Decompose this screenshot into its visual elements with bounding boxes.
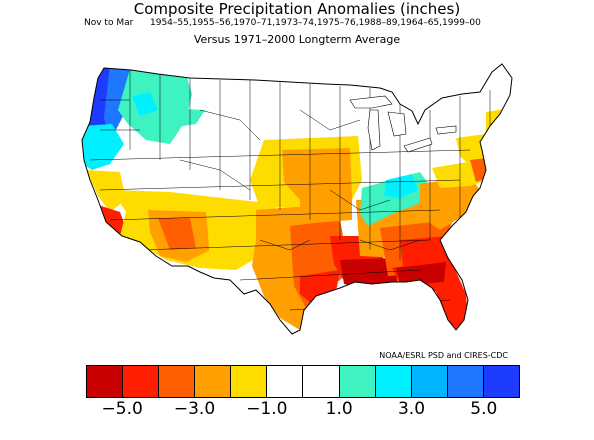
legend-color-cell <box>159 366 196 397</box>
legend-tick-label: −3.0 <box>173 399 216 419</box>
great-lake-erie <box>403 137 433 153</box>
great-lake-michigan <box>367 109 381 151</box>
region-carolinas <box>420 176 484 230</box>
legend-color-cell <box>231 366 268 397</box>
color-legend-bar <box>86 365 520 398</box>
legend-color-cell <box>447 366 484 397</box>
region-oregon-west <box>82 124 124 170</box>
region-montana-strip <box>160 108 205 128</box>
legend-color-cell <box>411 366 448 397</box>
legend-color-cell <box>303 366 340 397</box>
season-label: Nov to Mar <box>84 18 134 28</box>
region-kansas-oklahoma <box>282 148 352 200</box>
legend-tick-label: 3.0 <box>397 399 426 419</box>
legend-color-cell <box>267 366 304 397</box>
region-oklahoma-deep <box>300 194 352 224</box>
great-lake-ontario <box>435 125 457 135</box>
legend-tick-label: 1.0 <box>325 399 353 419</box>
legend-color-cell <box>123 366 160 397</box>
legend-tick-label: −1.0 <box>246 399 288 419</box>
legend-tick-label: −5.0 <box>101 399 143 419</box>
region-florida-deep <box>396 262 446 284</box>
legend-color-cell <box>375 366 412 397</box>
division-lines <box>89 70 491 311</box>
region-texas-coast-red <box>300 270 340 304</box>
map-title: Composite Precipitation Anomalies (inche… <box>133 0 461 18</box>
legend-color-cell <box>195 366 232 397</box>
map-subtitle: Versus 1971–2000 Longterm Average <box>193 33 401 46</box>
great-lake-huron <box>387 111 407 137</box>
region-california-north <box>86 170 126 212</box>
legend-color-cell <box>87 366 124 397</box>
legend-tick-label: 5.0 <box>470 399 498 419</box>
credit-label: NOAA/ESRL PSD and CIRES-CDC <box>379 351 508 360</box>
region-ohio-valley-core <box>384 174 418 198</box>
legend-color-cell <box>339 366 376 397</box>
great-lake-superior <box>349 95 393 109</box>
us-outline <box>81 63 513 335</box>
region-washington-blue-spots <box>132 92 158 116</box>
region-pacific-northwest-inner <box>104 64 132 140</box>
legend-color-cell <box>483 366 519 397</box>
composite-years-label: 1954–55,1955–56,1970–71,1973–74,1975–76,… <box>150 18 481 28</box>
region-arizona-deep <box>158 218 196 250</box>
